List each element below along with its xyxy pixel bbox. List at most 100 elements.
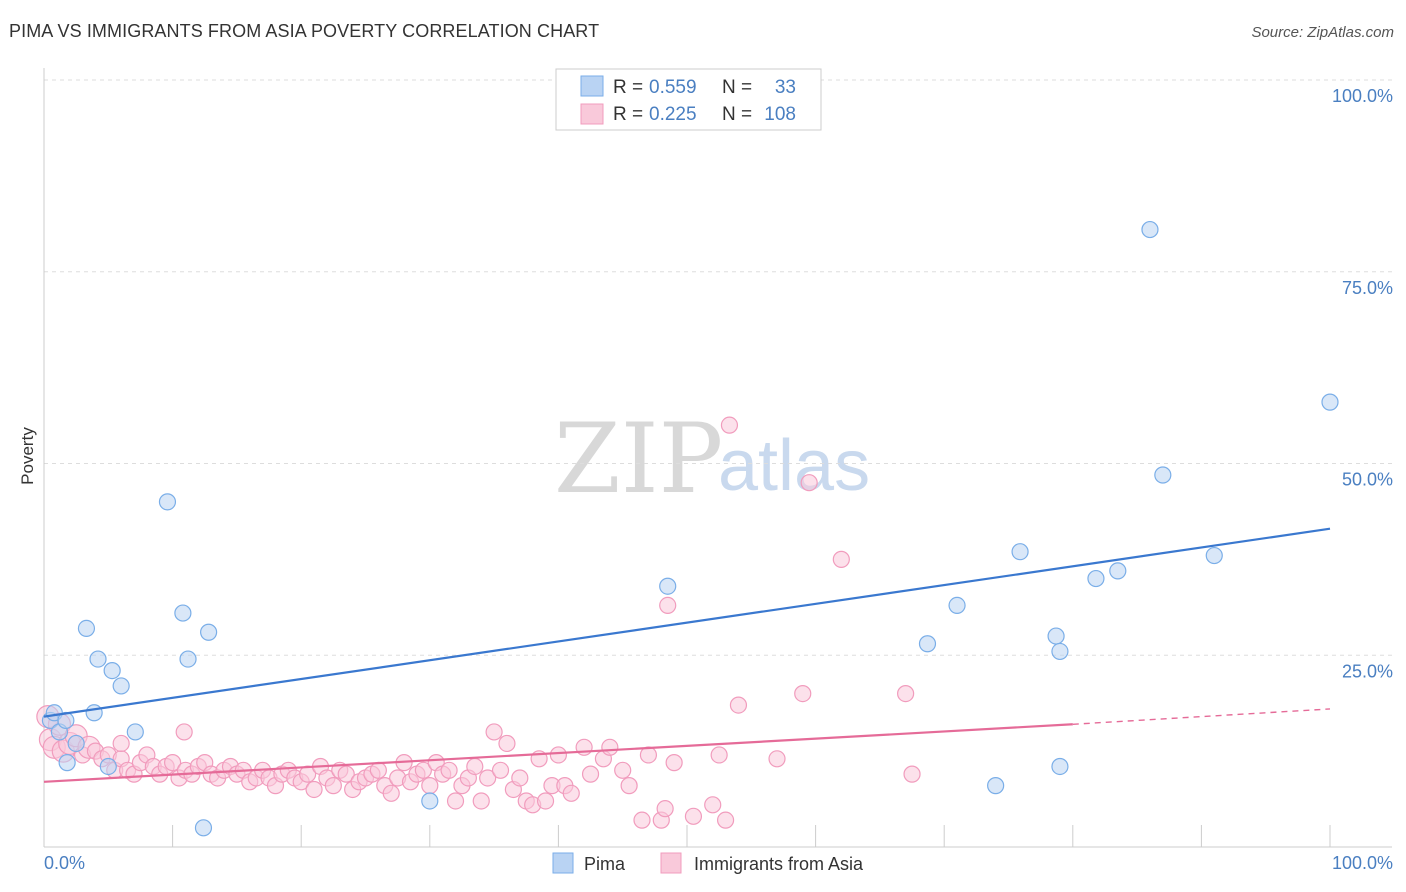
asia-point-71	[485, 723, 503, 741]
asia-point-70	[479, 769, 497, 787]
pima-point-24	[1047, 627, 1065, 645]
asia-point-48	[337, 765, 355, 783]
pima-point-15	[179, 650, 197, 668]
legend-r-value-pima: 0.559	[649, 77, 697, 98]
legend-r-label-pima: R =	[613, 77, 643, 98]
asia-point-64	[440, 761, 458, 779]
legend-swatch-pima	[580, 75, 604, 97]
y-tick-labels: 25.0% 50.0% 75.0% 100.0%	[1332, 86, 1393, 681]
series-pima-points	[41, 220, 1339, 837]
legend-n-label-pima: N =	[722, 77, 752, 98]
pima-point-25	[1051, 642, 1069, 661]
asia-point-73	[498, 734, 516, 753]
trend-lines	[43, 527, 1331, 783]
asia-point-99	[716, 811, 735, 829]
asia-point-21	[164, 754, 182, 772]
asia-point-89	[620, 777, 638, 795]
watermark-zip-text: ZIP	[554, 403, 723, 515]
pima-point-29	[1141, 220, 1159, 239]
pima-point-31	[1205, 546, 1223, 565]
pima-point-10	[99, 757, 117, 776]
bottom-legend-swatch-asia	[660, 852, 682, 874]
asia-point-104	[800, 474, 818, 492]
x-tick-label-0: 0.0%	[44, 853, 85, 873]
asia-point-107	[903, 765, 921, 783]
pima-point-23	[1011, 543, 1029, 561]
zipatlas-watermark: ZIP atlas	[554, 403, 870, 515]
pima-point-32	[1321, 393, 1339, 411]
bottom-legend: Pima Immigrants from Asia	[552, 852, 864, 874]
gridlines	[44, 79, 1392, 656]
chart-title: PIMA VS IMMIGRANTS FROM ASIA POVERTY COR…	[9, 21, 600, 41]
legend-box: R = 0.559 N = 33 R = 0.225 N = 108	[555, 68, 822, 131]
asia-point-101	[729, 696, 748, 714]
asia-point-46	[324, 777, 342, 795]
watermark-atlas-text: atlas	[718, 426, 870, 506]
asia-point-72	[491, 761, 510, 779]
asia-point-90	[633, 811, 651, 829]
asia-point-53	[369, 761, 387, 779]
chart-source: Source: ZipAtlas.com	[1251, 24, 1394, 41]
legend-n-label-asia: N =	[722, 104, 752, 125]
data-points	[36, 220, 1339, 837]
pima-point-16	[200, 623, 218, 641]
legend-n-value-asia: 108	[764, 104, 796, 125]
pima-point-6	[77, 619, 96, 638]
asia-point-98	[710, 746, 728, 764]
asia-point-88	[614, 761, 632, 779]
y-tick-label-3: 100.0%	[1332, 86, 1393, 106]
axes	[43, 68, 1392, 848]
asia-point-43	[305, 780, 323, 799]
asia-point-68	[466, 757, 484, 776]
asia-point-85	[581, 765, 600, 783]
pima-point-22	[987, 777, 1005, 795]
y-tick-label-0: 25.0%	[1342, 661, 1393, 681]
asia-point-94	[659, 596, 677, 614]
pima-point-27	[1087, 569, 1105, 588]
asia-point-96	[684, 807, 703, 825]
asia-point-102	[768, 750, 786, 768]
y-tick-label-2: 75.0%	[1342, 278, 1393, 298]
y-axis-title: Poverty	[18, 427, 37, 485]
pima-point-11	[112, 677, 130, 695]
pima-point-26	[1051, 757, 1069, 776]
x-tick-labels: 0.0% 100.0%	[44, 853, 1393, 873]
y-tick-label-1: 50.0%	[1342, 470, 1393, 490]
pima-point-21	[948, 596, 966, 614]
pima-point-13	[158, 493, 177, 511]
x-tick-label-1: 100.0%	[1332, 853, 1393, 873]
pima-point-17	[194, 819, 213, 837]
asia-point-83	[562, 784, 580, 802]
bottom-legend-label-pima: Pima	[584, 854, 626, 874]
asia-point-93	[656, 800, 674, 818]
pima-point-19	[659, 577, 677, 595]
asia-trend-line-extension	[1072, 708, 1331, 725]
series-asia-points	[36, 416, 921, 829]
pima-point-30	[1154, 466, 1172, 484]
pima-trend-line	[43, 527, 1331, 718]
asia-point-100	[720, 416, 739, 434]
pima-point-8	[85, 704, 103, 722]
legend-n-value-pima: 33	[775, 77, 796, 98]
pima-point-7	[89, 650, 107, 668]
asia-trend-line	[43, 723, 1073, 783]
asia-point-95	[665, 754, 683, 772]
legend-r-value-asia: 0.225	[649, 104, 697, 125]
asia-point-75	[511, 769, 529, 787]
legend-swatch-asia	[580, 103, 604, 125]
bottom-legend-swatch-pima	[552, 852, 574, 874]
pima-point-20	[918, 635, 937, 653]
asia-point-79	[536, 792, 555, 810]
legend-r-label-asia: R =	[613, 104, 643, 125]
asia-point-109	[175, 723, 193, 741]
asia-point-105	[832, 550, 850, 568]
pima-point-5	[67, 734, 85, 753]
asia-point-61	[421, 777, 439, 795]
asia-point-65	[446, 792, 465, 810]
pima-point-3	[58, 754, 76, 772]
asia-point-69	[472, 792, 490, 810]
pima-point-9	[103, 661, 121, 680]
pima-point-14	[174, 604, 192, 622]
pima-point-28	[1109, 562, 1127, 580]
